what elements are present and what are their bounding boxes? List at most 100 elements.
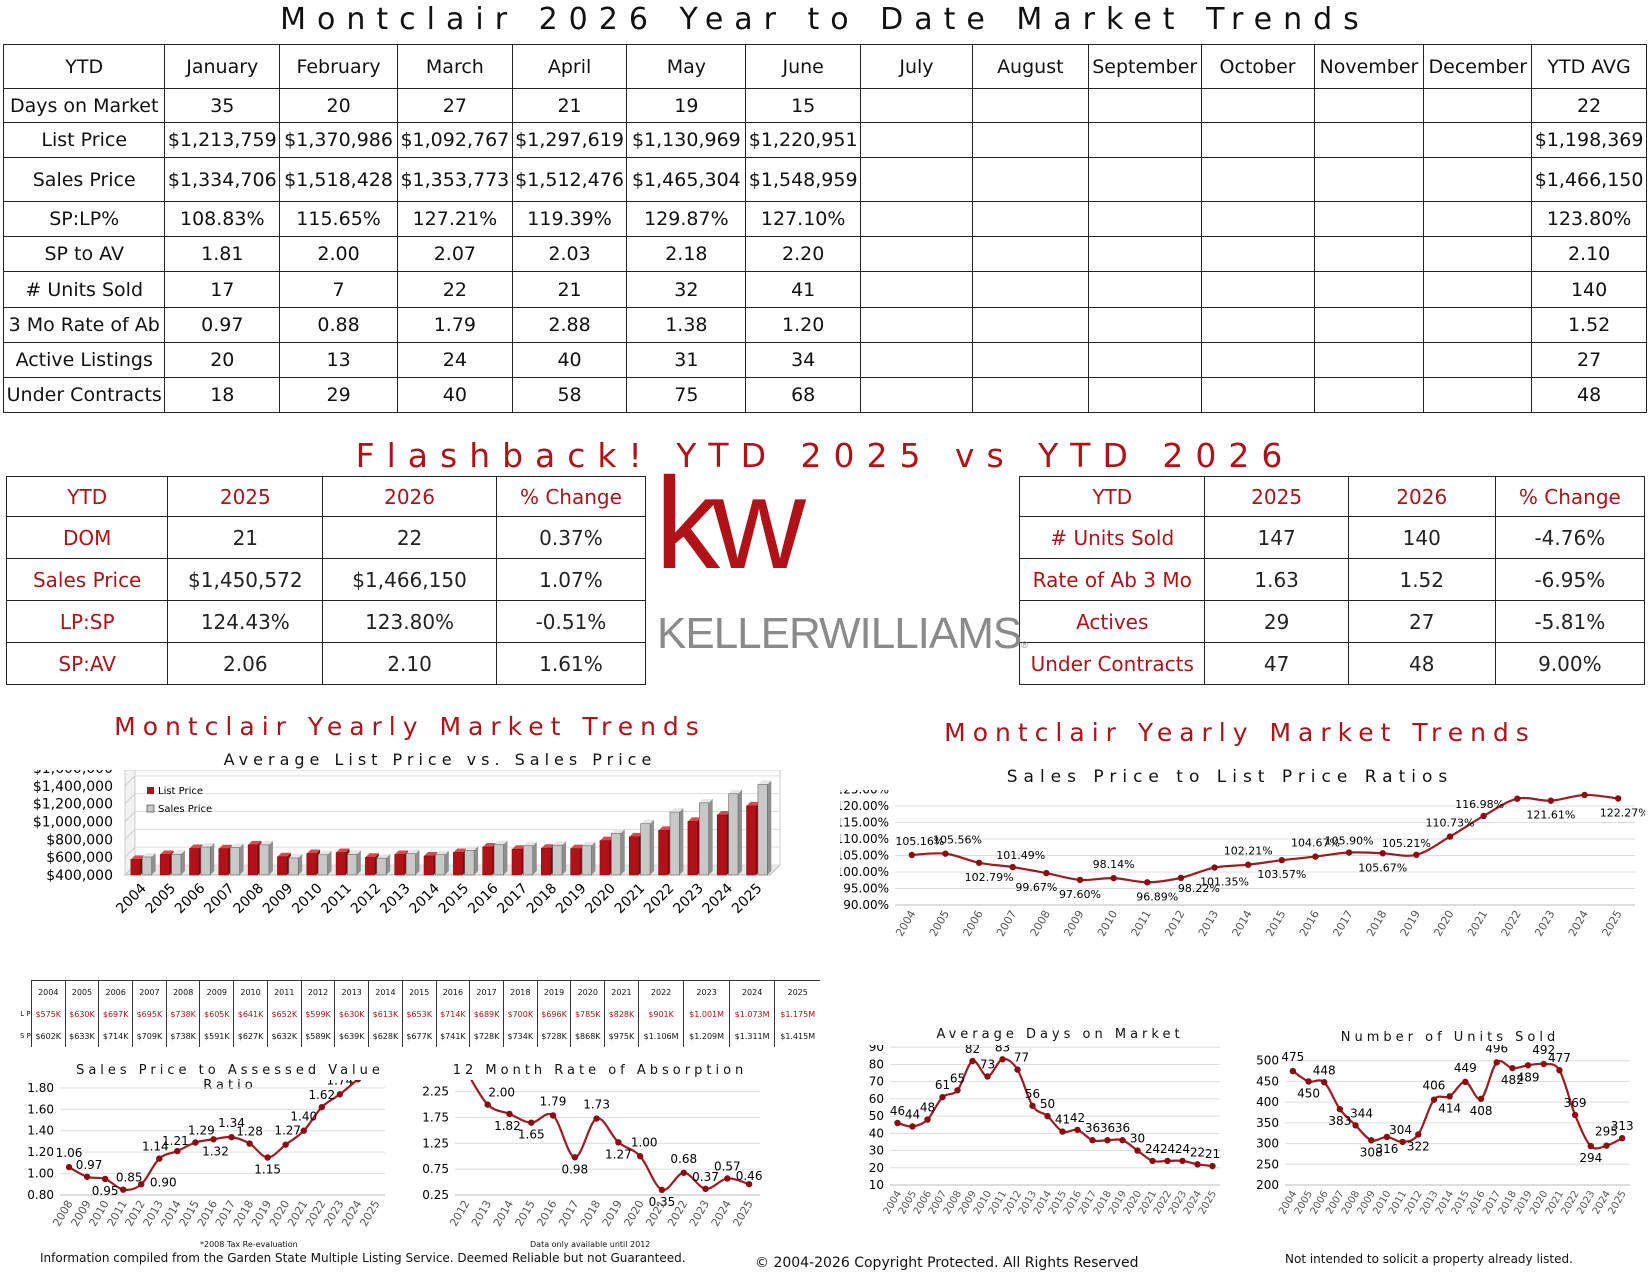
x-tick-label: 2025 bbox=[1600, 908, 1625, 939]
ytd-cell: $1,548,959 bbox=[745, 157, 862, 202]
y-tick-label: 1.40 bbox=[27, 1124, 54, 1138]
bar-list-price bbox=[511, 848, 522, 876]
bar-top bbox=[248, 840, 262, 845]
mini-cell: $575K bbox=[30, 1003, 66, 1025]
data-point bbox=[1379, 850, 1386, 857]
data-point bbox=[942, 850, 949, 857]
line-chart-sp-av: 0.801.001.201.401.601.802.002.201.062008… bbox=[27, 1080, 385, 1229]
data-label: 1.73 bbox=[583, 1098, 610, 1112]
tax-note: *2008 Tax Re-evaluation bbox=[200, 1240, 298, 1249]
data-label: 489 bbox=[1517, 1070, 1540, 1084]
data-point bbox=[975, 859, 983, 866]
x-tick-label: 2025 bbox=[729, 881, 766, 918]
yearly-title-right: Montclair Yearly Market Trends bbox=[944, 718, 1536, 747]
data-point bbox=[484, 1101, 491, 1108]
x-tick-label: 2016 bbox=[1297, 908, 1322, 939]
data-point bbox=[924, 1116, 931, 1123]
data-label: 294 bbox=[1579, 1151, 1602, 1165]
bar-sales-price bbox=[200, 846, 211, 876]
bar-top bbox=[669, 808, 684, 813]
data-point bbox=[228, 1133, 235, 1141]
data-point bbox=[174, 1147, 181, 1155]
series-line bbox=[1292, 1059, 1623, 1150]
flashback-cell: 1.07% bbox=[495, 558, 647, 601]
ytd-cell: 119.39% bbox=[511, 201, 628, 237]
bar-list-price bbox=[218, 848, 229, 876]
flashback-cell: 21 bbox=[167, 516, 324, 559]
x-tick-label: 2023 bbox=[1532, 908, 1557, 939]
data-label: 1.62 bbox=[308, 1088, 335, 1102]
y-tick-label: 120.00% bbox=[840, 799, 889, 813]
data-point bbox=[1336, 1105, 1344, 1113]
data-label: 102.21% bbox=[1224, 845, 1273, 858]
bar-side bbox=[591, 841, 596, 875]
ytd-cell: 58 bbox=[511, 377, 628, 413]
mini-cell: $868K bbox=[570, 1025, 605, 1047]
ytd-cell: 123.80% bbox=[1531, 201, 1647, 237]
bar-top bbox=[453, 848, 467, 853]
data-point bbox=[1321, 1079, 1328, 1086]
x-tick-label: 2014 bbox=[406, 880, 443, 917]
ytd-cell: 35 bbox=[164, 88, 281, 123]
x-tick-label: 2011 bbox=[319, 881, 356, 918]
ytd-cell: 127.10% bbox=[745, 201, 862, 237]
data-point bbox=[1524, 1062, 1532, 1069]
bar-top bbox=[494, 840, 508, 845]
kw-wordmark: KELLERWILLIAMS bbox=[657, 609, 1022, 658]
flashback-header-cell: YTD bbox=[1018, 476, 1206, 517]
data-point bbox=[615, 1139, 622, 1146]
data-label: 105.56% bbox=[933, 834, 982, 847]
mini-cell: $714K bbox=[98, 1025, 133, 1047]
data-label: 61 bbox=[935, 1078, 950, 1092]
chart-title-dom: Average Days on Market bbox=[936, 1027, 1184, 1042]
x-tick-label: 2019 bbox=[1398, 908, 1423, 939]
data-point bbox=[1134, 1147, 1141, 1154]
bar-top bbox=[230, 843, 244, 848]
ytd-cell: 1.52 bbox=[1531, 307, 1647, 343]
data-label: 496 bbox=[1485, 1045, 1508, 1055]
ytd-cell bbox=[1313, 307, 1425, 343]
mini-cell: $599K bbox=[300, 1003, 335, 1025]
gridline-diag bbox=[124, 828, 136, 840]
ytd-cell: 41 bbox=[745, 271, 862, 308]
list-sales-mini-table: 2004 2005 2006 2007 2008 2009 2010 2011 2012 2013… bbox=[20, 980, 820, 1047]
y-tick-label: 40 bbox=[869, 1126, 884, 1140]
bar-side bbox=[620, 829, 625, 875]
x-tick-label: 2019 bbox=[600, 1198, 625, 1229]
bar-list-price bbox=[570, 848, 581, 876]
flashback-row: Rate of Ab 3 Mo 1.63 1.52 -6.95% bbox=[1018, 558, 1646, 601]
mini-cell: $633K bbox=[64, 1025, 99, 1047]
data-label: 121.61% bbox=[1526, 809, 1575, 822]
bar-top bbox=[336, 848, 350, 853]
ytd-cell bbox=[1200, 88, 1315, 123]
data-point bbox=[1614, 795, 1622, 802]
ytd-row: SP:LP% 108.83% 115.65% 127.21% 119.39% 129.87… bbox=[2, 201, 1647, 237]
ytd-cell: $1,465,304 bbox=[626, 157, 747, 202]
data-label: 0.68 bbox=[670, 1152, 697, 1166]
data-label: 99.67% bbox=[1015, 881, 1057, 894]
data-label: 97.60% bbox=[1059, 888, 1101, 901]
data-point bbox=[724, 1175, 731, 1182]
bar-side bbox=[210, 843, 215, 875]
bar-list-price bbox=[482, 846, 493, 876]
y-tick-label: 200 bbox=[1256, 1178, 1279, 1192]
mini-row-label bbox=[20, 981, 31, 1004]
data-label: 0.37 bbox=[692, 1170, 719, 1184]
data-label: 21 bbox=[1205, 1147, 1220, 1161]
chart-title-absorption: 12 Month Rate of Absorption bbox=[452, 1063, 748, 1078]
mini-cell: $627K bbox=[233, 1025, 268, 1047]
mini-cell: $652K bbox=[266, 1003, 302, 1025]
ytd-cell bbox=[860, 236, 973, 272]
ytd-cell: $1,198,369 bbox=[1531, 122, 1647, 158]
bar-top bbox=[200, 843, 215, 848]
ytd-row: List Price $1,213,759 $1,370,986 $1,092,767… bbox=[2, 122, 1647, 158]
ytd-cell: 18 bbox=[164, 377, 281, 413]
bar-list-price bbox=[599, 840, 610, 876]
flashback-row-label: Sales Price bbox=[5, 558, 169, 601]
data-label: 41 bbox=[1055, 1113, 1070, 1127]
flashback-cell: -0.51% bbox=[495, 600, 647, 643]
mini-row-label: S P bbox=[20, 1032, 31, 1040]
mini-cell: 2025 bbox=[774, 980, 820, 1003]
mini-cell: $728K bbox=[469, 1025, 504, 1047]
y-tick-label: 450 bbox=[1256, 1074, 1279, 1088]
